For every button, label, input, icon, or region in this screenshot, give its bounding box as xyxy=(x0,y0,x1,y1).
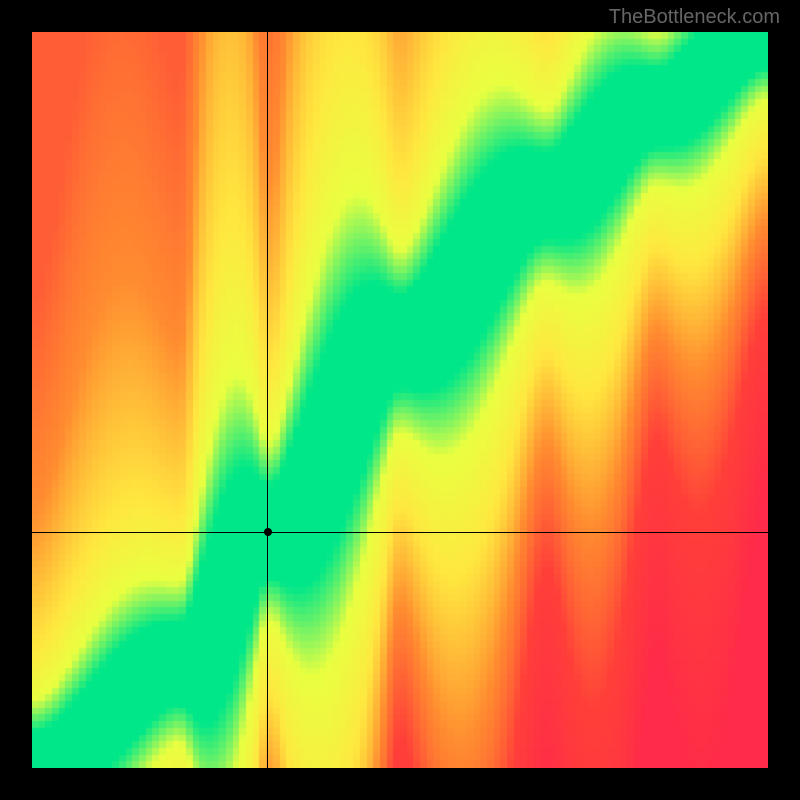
watermark-text: TheBottleneck.com xyxy=(609,6,780,29)
bottleneck-heatmap xyxy=(32,32,768,768)
crosshair-marker xyxy=(264,528,272,536)
chart-container: TheBottleneck.com xyxy=(0,0,800,800)
crosshair-horizontal xyxy=(32,532,768,533)
crosshair-vertical xyxy=(267,32,268,768)
